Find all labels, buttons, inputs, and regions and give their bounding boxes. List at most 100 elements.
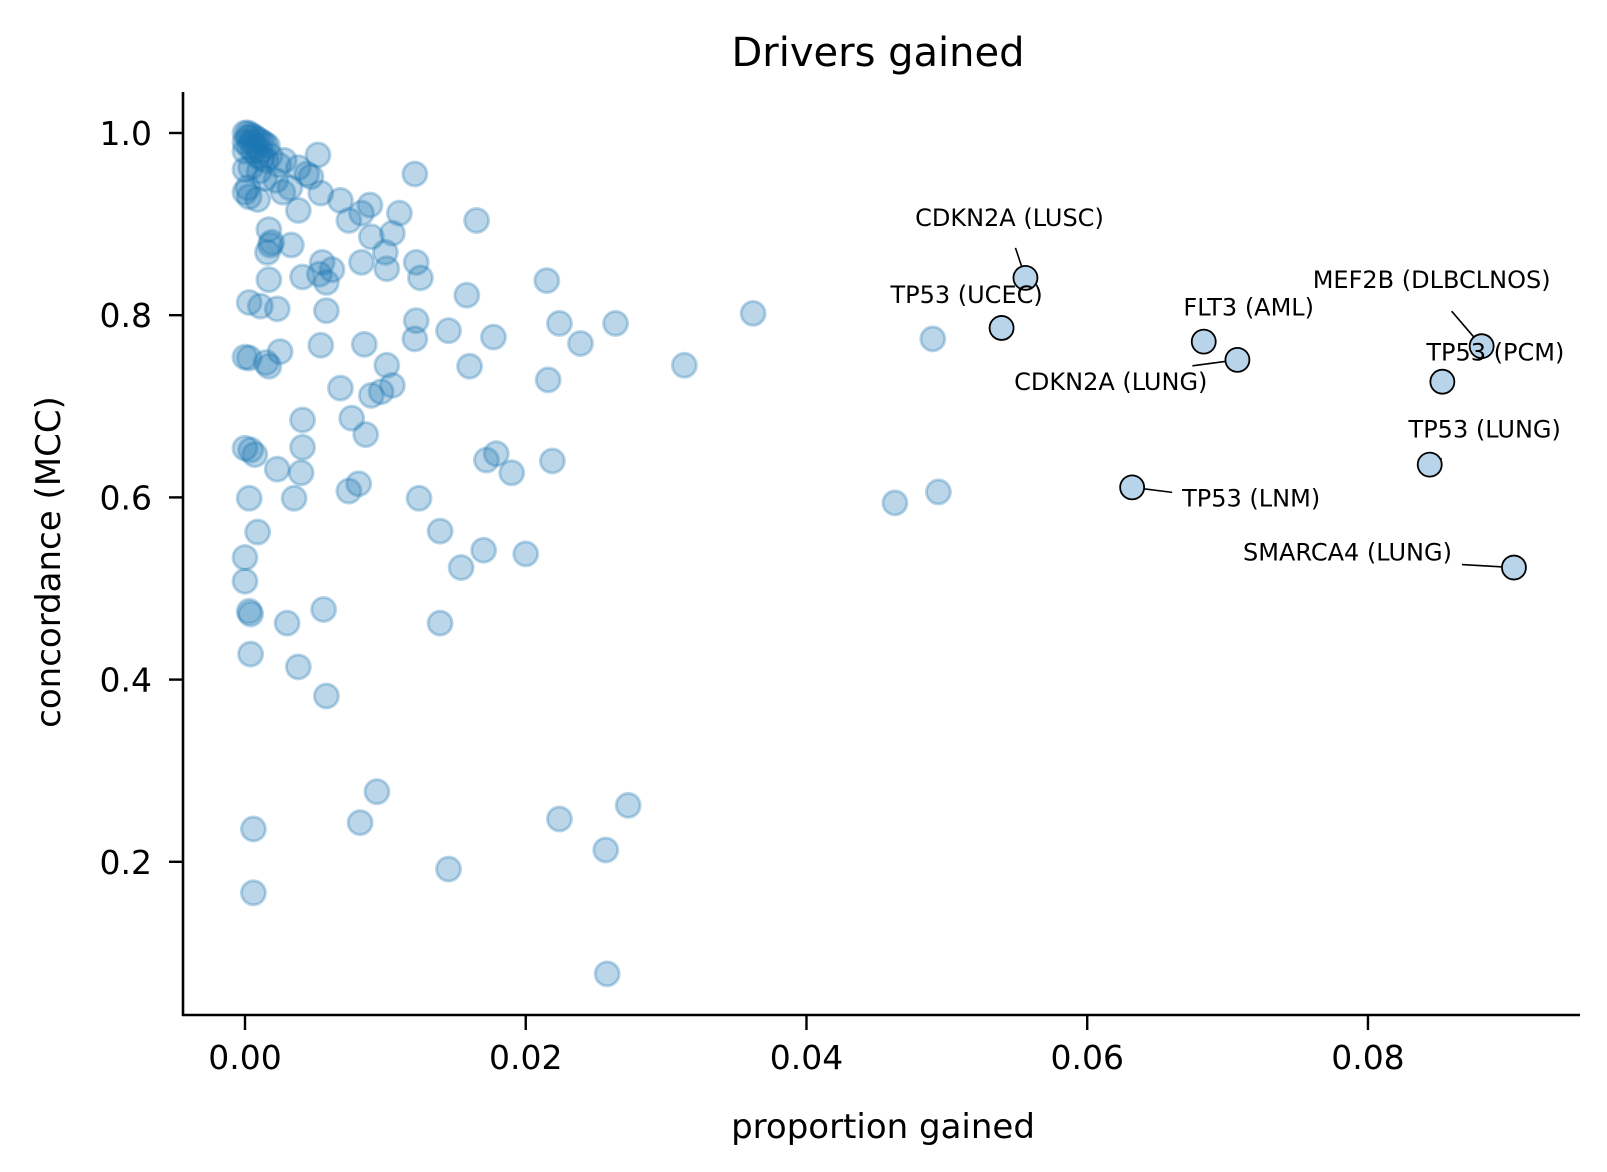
chart-title: Drivers gained [731, 30, 1024, 76]
data-point [231, 155, 259, 183]
data-point [402, 248, 430, 276]
data-point [246, 292, 274, 320]
data-point [545, 805, 573, 833]
points-layer [231, 119, 952, 988]
x-tick-label: 0.04 [770, 1038, 843, 1077]
x-ticks: 0.00 0.02 0.04 0.06 0.08 [208, 1016, 1405, 1077]
highlighted-point [1190, 328, 1217, 355]
x-tick-label: 0.08 [1331, 1038, 1404, 1077]
data-point [289, 406, 317, 434]
data-point [231, 137, 259, 165]
data-point [356, 191, 384, 219]
annotation-label: SMARCA4 (LUNG) [1243, 539, 1452, 567]
data-point [307, 179, 335, 207]
x-tick-label: 0.02 [489, 1038, 562, 1077]
data-point [248, 128, 276, 156]
y-tick-label: 0.4 [100, 661, 152, 700]
data-point [881, 489, 909, 517]
data-point [262, 166, 290, 194]
data-point [401, 160, 429, 188]
data-point [231, 119, 259, 147]
data-point [363, 778, 391, 806]
data-point [277, 231, 305, 259]
data-point [237, 640, 265, 668]
data-point [237, 600, 265, 628]
data-point [352, 421, 380, 449]
data-point [231, 343, 259, 371]
data-point [326, 374, 354, 402]
data-point [739, 299, 767, 327]
data-point [265, 151, 293, 179]
data-point [447, 554, 475, 582]
data-point [310, 595, 338, 623]
data-point [402, 307, 430, 335]
highlighted-point [1119, 474, 1146, 501]
data-point [305, 260, 333, 288]
data-point [924, 478, 952, 506]
data-point [263, 455, 291, 483]
annotated-point: SMARCA4 (LUNG) [1243, 539, 1527, 581]
data-point [234, 119, 262, 147]
data-point [335, 477, 363, 505]
y-tick-label: 0.6 [100, 478, 152, 517]
annotation-label: TP53 (UCEC) [889, 281, 1042, 309]
data-point [235, 288, 263, 316]
data-point [545, 309, 573, 337]
data-point [498, 459, 526, 487]
data-point [401, 325, 429, 353]
data-point [357, 381, 385, 409]
annotated-point: TP53 (LUNG) [1408, 416, 1561, 478]
data-point [435, 317, 463, 345]
data-point [472, 446, 500, 474]
annotated-point: TP53 (LNM) [1119, 474, 1320, 512]
data-point [237, 121, 265, 149]
data-point [241, 441, 269, 469]
data-point [245, 157, 273, 185]
data-point [253, 132, 281, 160]
data-point [453, 281, 481, 309]
data-point [231, 567, 259, 595]
data-point [235, 484, 263, 512]
data-point [533, 267, 561, 295]
data-point [287, 459, 315, 487]
data-point [538, 447, 566, 475]
annotation-label: MEF2B (DLBCLNOS) [1313, 266, 1551, 294]
highlighted-point [988, 315, 1015, 341]
data-point [231, 434, 259, 462]
data-point [256, 231, 284, 259]
data-point [312, 297, 340, 325]
y-axis-label: concordance (MCC) [29, 396, 69, 728]
data-point [252, 146, 280, 174]
data-point [242, 124, 270, 152]
annotation-label: TP53 (LNM) [1181, 484, 1320, 512]
data-point [255, 352, 283, 380]
data-point [592, 836, 620, 864]
data-point [385, 199, 413, 227]
data-point [244, 186, 272, 214]
data-point [238, 128, 266, 156]
annotation-label: TP53 (LUNG) [1408, 416, 1561, 444]
data-point [512, 540, 540, 568]
data-point [435, 855, 463, 883]
data-point [312, 268, 340, 296]
data-point [348, 248, 376, 276]
y-tick-label: 1.0 [100, 114, 152, 153]
data-point [248, 145, 276, 173]
data-point [235, 183, 263, 211]
highlighted-point [1429, 368, 1456, 395]
annotated-point: TP53 (UCEC) [889, 281, 1043, 341]
data-point [534, 366, 562, 394]
data-point [269, 178, 297, 206]
data-point [593, 960, 621, 988]
data-point [470, 536, 498, 564]
data-point [482, 440, 510, 468]
data-point [338, 404, 366, 432]
annotated-point: FLT3 (AML) [1183, 294, 1314, 355]
data-point [456, 352, 484, 380]
data-point [463, 206, 491, 234]
x-axis-label: proportion gained [731, 1107, 1035, 1147]
y-tick-label: 0.8 [100, 296, 152, 335]
data-point [235, 597, 263, 625]
data-point [371, 238, 399, 266]
data-point [246, 137, 274, 165]
